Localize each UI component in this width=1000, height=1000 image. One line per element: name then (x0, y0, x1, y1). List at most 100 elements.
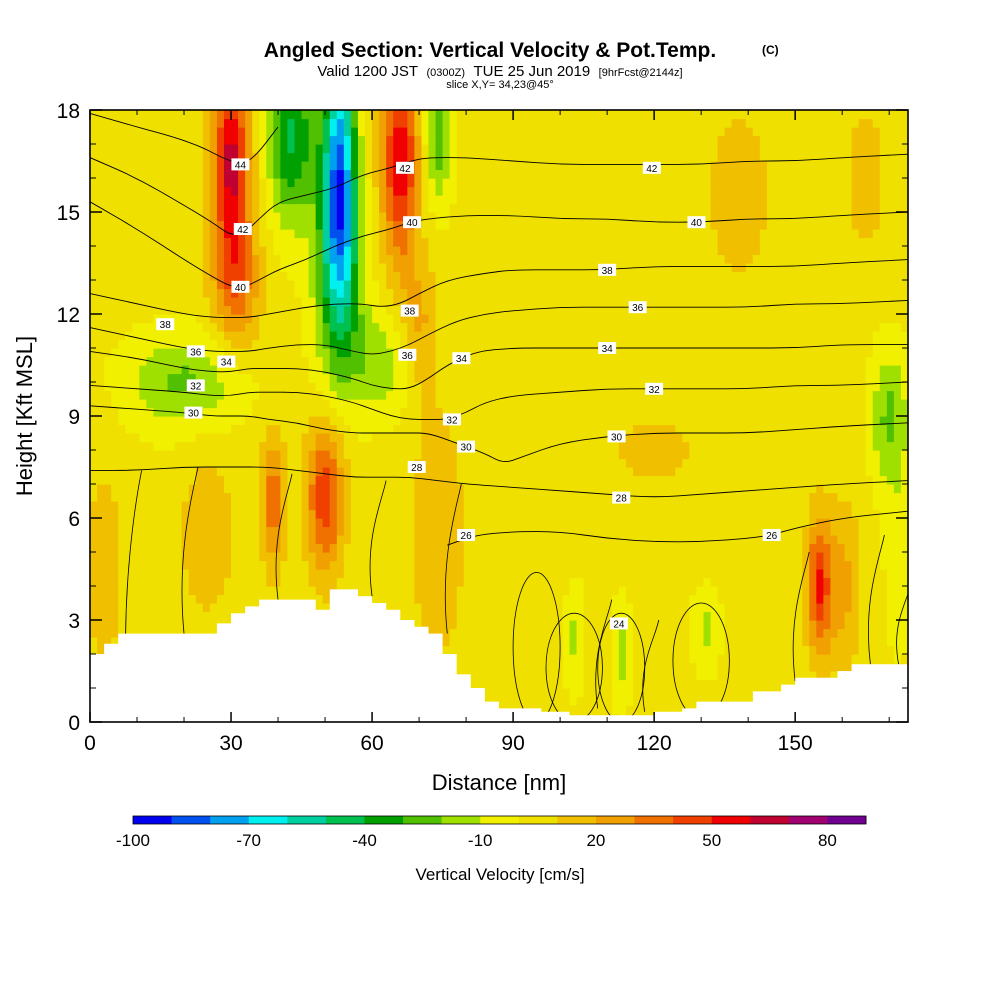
velocity-cell (456, 450, 465, 460)
velocity-cell (569, 271, 578, 281)
velocity-cell (513, 484, 521, 494)
velocity-cell (343, 552, 352, 562)
velocity-cell (357, 450, 366, 460)
velocity-cell (477, 280, 486, 290)
velocity-cell (238, 212, 246, 222)
velocity-cell (576, 603, 585, 613)
velocity-cell (195, 186, 204, 196)
velocity-cell (160, 433, 169, 443)
velocity-cell (181, 288, 190, 298)
velocity-cell (414, 365, 423, 375)
velocity-cell (491, 246, 500, 256)
velocity-cell (97, 552, 105, 562)
velocity-cell (499, 254, 507, 264)
velocity-cell (132, 424, 140, 434)
velocity-cell (470, 288, 479, 298)
velocity-cell (266, 118, 274, 128)
velocity-cell (379, 118, 387, 128)
velocity-cell (569, 611, 578, 621)
velocity-cell (435, 356, 444, 366)
velocity-cell (499, 365, 507, 375)
velocity-cell (336, 475, 345, 485)
velocity-cell (499, 297, 507, 307)
velocity-cell (499, 178, 507, 188)
velocity-cell (146, 169, 155, 179)
velocity-cell (491, 229, 500, 239)
velocity-cell (343, 577, 352, 587)
velocity-cell (470, 569, 479, 579)
velocity-cell (491, 382, 500, 392)
velocity-cell (527, 373, 535, 383)
velocity-cell (484, 662, 493, 672)
velocity-cell (266, 331, 274, 341)
velocity-cell (125, 467, 133, 477)
velocity-cell (153, 433, 162, 443)
velocity-cell (520, 603, 528, 613)
velocity-cell (111, 348, 119, 358)
velocity-cell (223, 339, 232, 349)
velocity-cell (231, 407, 239, 417)
velocity-cell (414, 518, 423, 528)
velocity-cell (470, 560, 479, 570)
velocity-cell (308, 169, 317, 179)
velocity-cell (435, 399, 444, 409)
velocity-cell (520, 467, 528, 477)
velocity-cell (195, 118, 204, 128)
velocity-cell (442, 645, 451, 655)
velocity-cell (428, 373, 437, 383)
velocity-cell (216, 195, 225, 205)
velocity-cell (245, 246, 253, 256)
velocity-cell (527, 458, 535, 468)
velocity-cell (456, 543, 465, 553)
velocity-cell (308, 331, 317, 341)
velocity-cell (513, 373, 521, 383)
velocity-cell (562, 203, 571, 213)
velocity-cell (499, 382, 507, 392)
velocity-cell (372, 433, 380, 443)
velocity-cell (569, 356, 578, 366)
velocity-cell (421, 603, 430, 613)
velocity-cell (491, 178, 500, 188)
velocity-cell (174, 577, 183, 587)
velocity-cell (273, 356, 281, 366)
velocity-cell (181, 603, 190, 613)
velocity-cell (365, 424, 373, 434)
velocity-cell (111, 501, 119, 511)
velocity-cell (315, 492, 324, 502)
velocity-cell (562, 441, 571, 451)
velocity-cell (365, 169, 373, 179)
velocity-cell (153, 535, 162, 545)
velocity-cell (104, 263, 112, 273)
velocity-cell (104, 475, 112, 485)
velocity-cell (562, 212, 571, 222)
velocity-cell (520, 620, 528, 630)
velocity-cell (407, 373, 415, 383)
velocity-cell (139, 331, 148, 341)
velocity-cell (146, 135, 155, 145)
velocity-cell (357, 118, 366, 128)
velocity-cell (491, 450, 500, 460)
velocity-cell (216, 594, 225, 604)
velocity-cell (118, 263, 126, 273)
velocity-cell (181, 433, 190, 443)
velocity-cell (209, 586, 218, 596)
velocity-cell (231, 577, 239, 587)
velocity-cell (104, 212, 112, 222)
chart-title: Angled Section: Vertical Velocity & Pot.… (264, 39, 716, 62)
velocity-cell (386, 305, 394, 315)
velocity-cell (287, 237, 296, 247)
velocity-cell (555, 509, 564, 519)
velocity-cell (181, 594, 190, 604)
velocity-cell (273, 263, 281, 273)
velocity-cell (231, 271, 239, 281)
velocity-cell (477, 314, 486, 324)
velocity-cell (315, 441, 324, 451)
velocity-cell (357, 390, 366, 400)
velocity-cell (449, 577, 458, 587)
velocity-cell (245, 254, 253, 264)
velocity-cell (343, 365, 352, 375)
velocity-cell (569, 331, 578, 341)
velocity-cell (259, 127, 267, 137)
velocity-cell (315, 509, 324, 519)
velocity-cell (421, 433, 430, 443)
